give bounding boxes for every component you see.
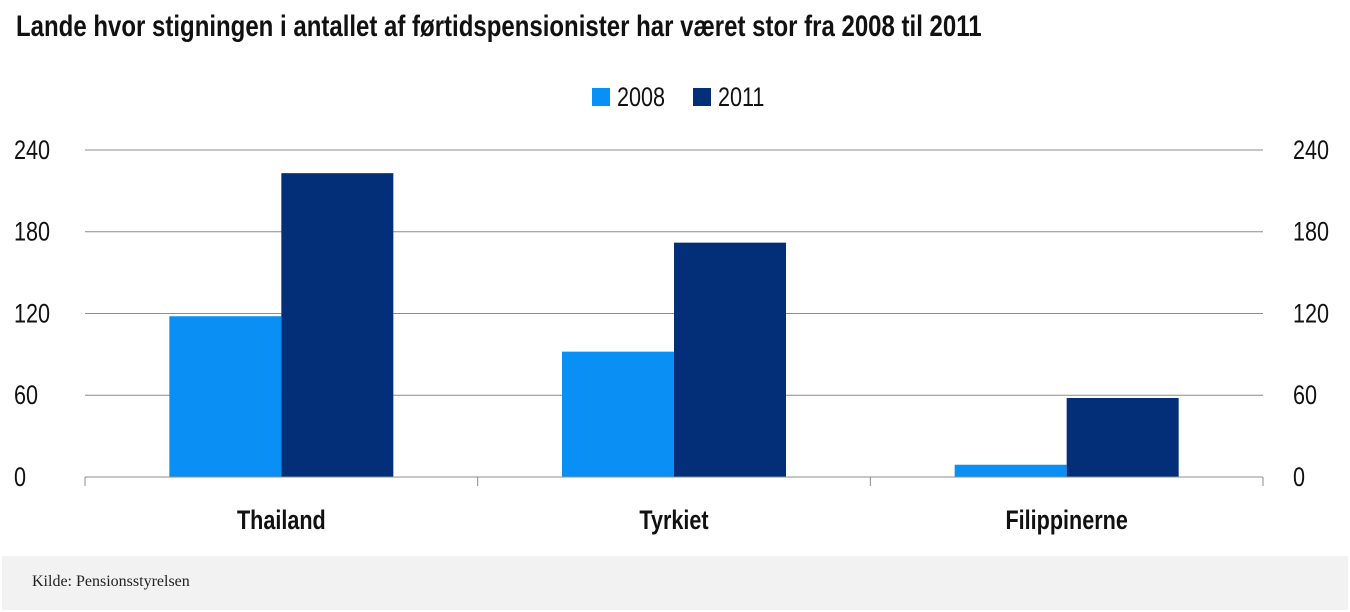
y-tick-label-right: 180 (1293, 218, 1329, 248)
y-tick-label: 180 (14, 218, 50, 248)
y-tick-label: 240 (14, 136, 50, 166)
y-tick-label: 0 (14, 463, 26, 493)
bar (562, 351, 674, 477)
y-tick-label-right: 120 (1293, 299, 1329, 329)
chart-title: Lande hvor stigningen i antallet af ført… (16, 10, 982, 43)
x-tick-label: Thailand (237, 506, 326, 536)
y-axis-right: 0 60 120 180 240 (1293, 136, 1329, 493)
y-tick-label: 120 (14, 299, 50, 329)
bar (674, 242, 786, 477)
bar (954, 464, 1067, 477)
y-tick-label-right: 0 (1293, 463, 1305, 493)
y-tick-label-right: 240 (1293, 136, 1329, 166)
x-axis: Thailand Tyrkiet Filippinerne (84, 476, 1264, 536)
bar (1066, 397, 1179, 477)
legend-label: 2011 (718, 83, 764, 113)
legend-label: 2008 (617, 83, 665, 113)
y-tick-label: 60 (14, 381, 38, 411)
y-axis-left: 0 60 120 180 240 (14, 136, 50, 493)
legend: 2008 2011 (592, 83, 764, 113)
bar (281, 173, 394, 477)
bars (169, 173, 1179, 477)
bar (169, 316, 282, 477)
y-tick-label-right: 60 (1293, 381, 1317, 411)
x-tick-label: Filippinerne (1005, 506, 1127, 536)
bar-chart: 2008 2011 0 60 120 180 240 0 60 120 180 240 Thail… (14, 83, 1329, 536)
legend-swatch (592, 88, 610, 106)
footer: Kilde: Pensionsstyrelsen (2, 556, 1348, 610)
x-tick-label: Tyrkiet (639, 506, 708, 536)
source-note: Kilde: Pensionsstyrelsen (32, 573, 190, 590)
legend-swatch (693, 88, 711, 106)
